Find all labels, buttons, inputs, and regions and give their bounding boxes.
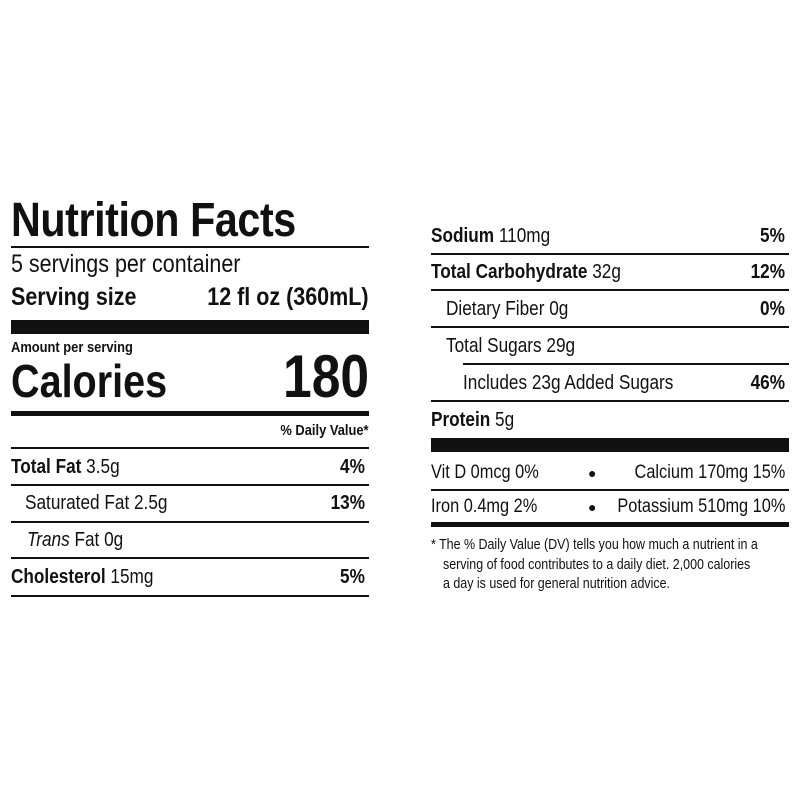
added-sugars-row: Includes 23g Added Sugars bbox=[463, 372, 674, 394]
serving-size-value: 12 fl oz (360mL) bbox=[207, 283, 369, 311]
bullet-icon: ● bbox=[588, 499, 597, 515]
dietary-fiber-dv: 0% bbox=[760, 298, 785, 320]
saturated-fat-row: Saturated Fat 2.5g bbox=[25, 492, 168, 514]
calories-value: 180 bbox=[282, 343, 369, 410]
sodium-dv: 5% bbox=[760, 225, 785, 247]
total-fat-row: Total Fat 3.5g bbox=[11, 456, 120, 478]
divider bbox=[431, 400, 789, 402]
potassium: Potassium 510mg 10% bbox=[616, 496, 785, 517]
footnote-line-1: * The % Daily Value (DV) tells you how m… bbox=[431, 536, 758, 553]
added-sugars-dv: 46% bbox=[750, 372, 785, 394]
divider bbox=[11, 447, 369, 449]
cholesterol-dv: 5% bbox=[340, 566, 365, 588]
medium-bar bbox=[11, 411, 369, 416]
title: Nutrition Facts bbox=[11, 194, 296, 247]
saturated-fat-dv: 13% bbox=[330, 492, 365, 514]
total-carbohydrate-dv: 12% bbox=[750, 261, 785, 283]
total-fat-dv: 4% bbox=[340, 456, 365, 478]
trans-fat-row: Trans Fat 0g bbox=[27, 529, 124, 551]
divider bbox=[11, 557, 369, 559]
divider bbox=[11, 246, 369, 248]
total-sugars-row: Total Sugars 29g bbox=[446, 335, 576, 357]
serving-size-label: Serving size bbox=[11, 283, 137, 311]
footnote-line-3: a day is used for general nutrition advi… bbox=[443, 575, 671, 592]
divider bbox=[11, 484, 369, 486]
thick-bar bbox=[431, 438, 789, 452]
divider bbox=[463, 363, 789, 365]
calories-label: Calories bbox=[11, 355, 168, 407]
amount-per-serving: Amount per serving bbox=[11, 339, 133, 356]
divider bbox=[431, 289, 789, 291]
total-carbohydrate-row: Total Carbohydrate 32g bbox=[431, 261, 621, 283]
divider bbox=[11, 595, 369, 597]
cholesterol-row: Cholesterol 15mg bbox=[11, 566, 154, 588]
footnote-line-2: serving of food contributes to a daily d… bbox=[443, 556, 751, 573]
daily-value-header: % Daily Value* bbox=[280, 422, 369, 439]
sodium-row: Sodium 110mg bbox=[431, 225, 551, 247]
medium-bar bbox=[431, 522, 789, 527]
protein-row: Protein 5g bbox=[431, 409, 515, 431]
dietary-fiber-row: Dietary Fiber 0g bbox=[446, 298, 569, 320]
calcium: Calcium 170mg 15% bbox=[634, 462, 785, 483]
servings-per-container: 5 servings per container bbox=[11, 250, 241, 278]
divider bbox=[431, 489, 789, 491]
divider bbox=[11, 521, 369, 523]
divider bbox=[431, 253, 789, 255]
vitamin-d: Vit D 0mcg 0% bbox=[431, 462, 539, 483]
iron: Iron 0.4mg 2% bbox=[431, 496, 538, 517]
divider bbox=[431, 326, 789, 328]
thick-bar bbox=[11, 320, 369, 334]
bullet-icon: ● bbox=[588, 465, 597, 481]
